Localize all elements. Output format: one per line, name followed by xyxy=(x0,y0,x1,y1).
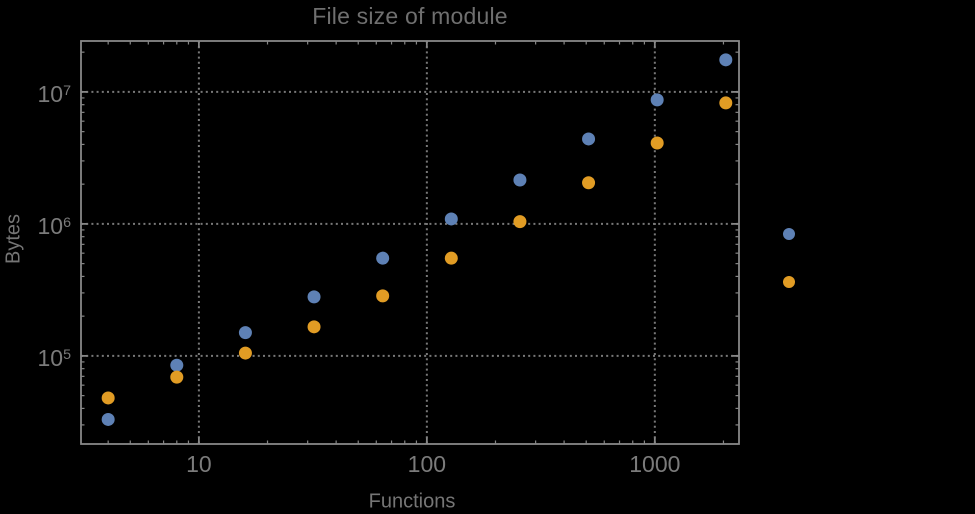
data-point-series-2-orange xyxy=(444,251,458,265)
data-point-series-2-orange xyxy=(582,176,596,190)
x-tick-label: 1000 xyxy=(629,451,681,477)
data-point-series-2-orange xyxy=(170,370,184,384)
data-point-series-1-blue xyxy=(582,132,596,146)
x-tick-label: 100 xyxy=(407,451,447,477)
data-point-series-1-blue xyxy=(444,212,458,226)
data-point-series-2-orange xyxy=(719,96,733,110)
data-point-series-1-blue xyxy=(513,173,527,187)
plot-frame xyxy=(80,40,740,445)
data-point-series-2-orange xyxy=(513,215,527,229)
data-point-series-1-blue xyxy=(376,251,390,265)
y-tick-label: 107 xyxy=(37,80,71,107)
x-tick-label: 10 xyxy=(186,451,212,477)
data-point-series-1-blue xyxy=(307,290,321,304)
data-point-series-1-blue xyxy=(650,93,664,107)
chart-title: File size of module xyxy=(312,3,508,29)
data-point-series-2-orange xyxy=(101,391,115,405)
legend-marker-blue xyxy=(783,228,795,240)
y-tick-label: 106 xyxy=(37,212,71,239)
legend-marker-orange xyxy=(783,276,795,288)
data-point-series-1-blue xyxy=(238,326,252,340)
y-tick-label: 105 xyxy=(37,344,71,371)
data-point-series-2-orange xyxy=(650,136,664,150)
data-point-series-1-blue xyxy=(170,358,184,372)
x-axis-label: Functions xyxy=(368,490,456,513)
data-point-series-2-orange xyxy=(376,289,390,303)
data-point-series-2-orange xyxy=(307,320,321,334)
data-point-series-1-blue xyxy=(719,53,733,67)
data-point-series-2-orange xyxy=(238,346,252,360)
data-point-series-1-blue xyxy=(101,412,115,426)
